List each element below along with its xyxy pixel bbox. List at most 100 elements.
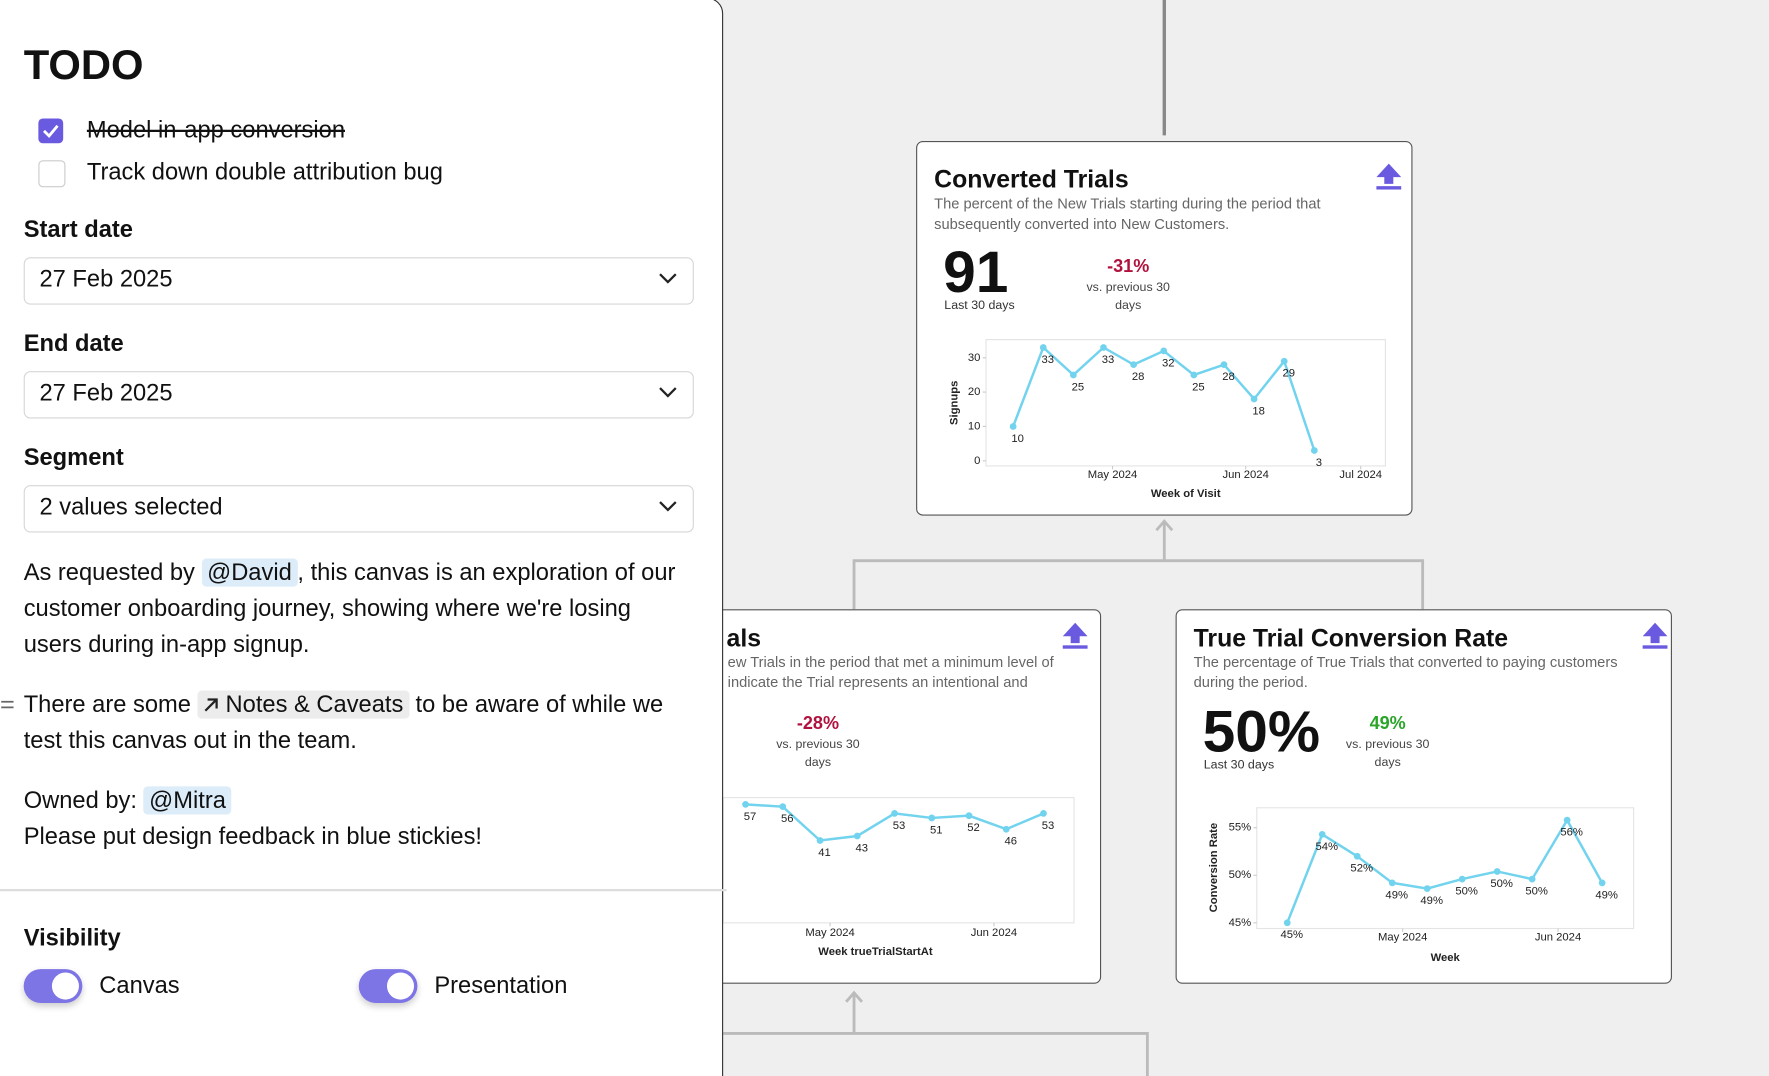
- point: [1458, 875, 1466, 883]
- x-tick-label: Jun 2024: [1222, 469, 1268, 481]
- point: [1318, 831, 1326, 838]
- data-label: 54%: [1315, 841, 1338, 853]
- data-label: 53: [893, 820, 906, 832]
- checkbox[interactable]: [38, 160, 66, 188]
- divider: [0, 889, 727, 891]
- toggle[interactable]: [23, 969, 83, 1003]
- data-label: 33: [1042, 354, 1055, 366]
- upload-icon[interactable]: [1639, 621, 1671, 650]
- sidebar-title: TODO: [23, 41, 144, 88]
- toggle[interactable]: [358, 969, 418, 1003]
- card-description: The percentage of True Trials that conve…: [1193, 653, 1618, 691]
- point: [779, 803, 787, 811]
- metric-card[interactable]: Converted Trials The percent of the New …: [916, 141, 1413, 516]
- date-select[interactable]: 27 Feb 2025: [23, 371, 694, 419]
- field-label: Start date: [23, 216, 133, 243]
- y-tick-label: 50%: [1229, 869, 1252, 881]
- link-text: Notes & Caveats: [225, 691, 404, 718]
- metric-card[interactable]: als ew Trials in the period that met a m…: [676, 609, 1102, 984]
- point: [1002, 825, 1010, 833]
- notes-link[interactable]: Notes & Caveats: [197, 690, 409, 719]
- line-chart: May 2024 Jun 2024 Week trueTrialStartAt 57 5…: [722, 797, 1075, 958]
- segment-select[interactable]: 2 values selected: [23, 485, 694, 533]
- point: [891, 810, 898, 817]
- metric-value: 50%: [1202, 699, 1321, 765]
- checkbox[interactable]: [38, 118, 64, 144]
- data-label: 41: [818, 847, 831, 859]
- point: [816, 837, 824, 844]
- point: [742, 801, 749, 808]
- data-label: 43: [856, 842, 869, 854]
- text: As requested by: [23, 559, 195, 586]
- data-label: 50%: [1490, 878, 1513, 890]
- field-label: Segment: [23, 444, 124, 471]
- y-tick-label: 30: [968, 352, 981, 364]
- mention[interactable]: @David: [201, 558, 298, 587]
- line: [1286, 817, 1604, 924]
- data-label: 52: [967, 822, 980, 834]
- point: [1598, 879, 1606, 887]
- point: [1388, 879, 1396, 887]
- y-tick-label: 0: [974, 455, 980, 467]
- point: [1423, 885, 1431, 892]
- point: [1310, 447, 1318, 454]
- text: There are some: [23, 691, 191, 718]
- change-label: vs. previous 30 days: [1345, 737, 1430, 770]
- text: to be aware of while we test this canvas…: [23, 691, 664, 754]
- line-chart: 45% 50% 55% May 2024 Jun 2024 Conversion Rate…: [1208, 807, 1635, 964]
- data-label: 18: [1252, 405, 1265, 417]
- y-axis-title: Conversion Rate: [1208, 823, 1220, 913]
- point: [1160, 347, 1168, 355]
- data-label: 25: [1192, 381, 1205, 393]
- change-value: 49%: [1369, 714, 1406, 734]
- x-axis-title: Week: [1431, 952, 1461, 964]
- change-value: -31%: [1107, 257, 1150, 277]
- y-tick-label: 20: [968, 386, 981, 398]
- point: [853, 832, 861, 840]
- owner: Owned by: @Mitra: [24, 783, 695, 819]
- metric-value: 91: [943, 240, 1009, 306]
- card-description: ew Trials in the period that met a minim…: [728, 652, 1054, 693]
- x-tick-label: May 2024: [1088, 469, 1137, 481]
- plot-area: [1256, 807, 1635, 930]
- point: [1100, 344, 1107, 351]
- data-label: 50%: [1525, 885, 1548, 897]
- x-tick-label: Jul 2024: [1339, 469, 1382, 481]
- data-label: 3: [1316, 457, 1322, 469]
- point: [1130, 361, 1138, 369]
- todo-label: Model in-app conversion: [86, 117, 345, 144]
- upload-icon[interactable]: [1059, 621, 1091, 650]
- data-label: 51: [930, 824, 943, 836]
- data-label: 29: [1282, 368, 1295, 380]
- toggle-label: Presentation: [434, 972, 568, 999]
- data-label: 28: [1222, 371, 1235, 383]
- point: [1190, 371, 1198, 379]
- metric-card[interactable]: True Trial Conversion Rate The percentag…: [1175, 609, 1672, 984]
- check: [43, 124, 59, 139]
- metric-label: Last 30 days: [944, 298, 1015, 313]
- drag-handle[interactable]: [1, 698, 15, 712]
- point: [965, 812, 973, 820]
- change-value: -28%: [796, 714, 840, 734]
- point: [1250, 395, 1258, 403]
- mention[interactable]: @Mitra: [143, 786, 232, 815]
- card-title: als: [726, 623, 762, 653]
- upload-icon[interactable]: [1373, 161, 1405, 190]
- card-title: True Trial Conversion Rate: [1193, 623, 1509, 653]
- todo-label: Track down double attribution bug: [86, 159, 443, 186]
- notes: There are some Notes & Caveats to be awa…: [24, 687, 695, 759]
- data-label: 28: [1132, 371, 1145, 383]
- change-label: vs. previous 30 days: [1086, 280, 1170, 313]
- description-line: indicate the Trial represents an intenti…: [727, 673, 1028, 691]
- y-tick-label: 45%: [1229, 917, 1252, 929]
- date-select[interactable]: 27 Feb 2025: [23, 257, 694, 305]
- text: Owned by:: [23, 787, 137, 814]
- data-label: 49%: [1385, 889, 1408, 901]
- y-axis-title: Signups: [948, 381, 960, 425]
- point: [1563, 816, 1571, 824]
- data-label: 45%: [1280, 929, 1303, 941]
- visibility-label: Visibility: [23, 925, 121, 952]
- point: [1493, 868, 1501, 875]
